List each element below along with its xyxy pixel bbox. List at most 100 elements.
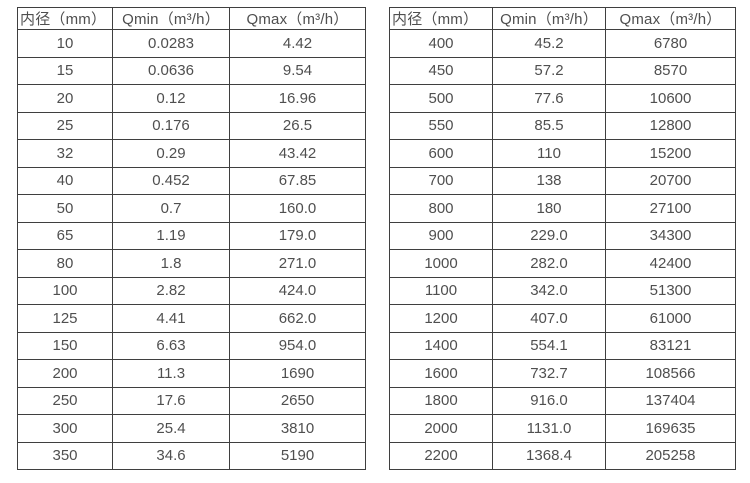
table-cell-diameter-mm: 32 [17,139,113,168]
table-row: 700 138 20700 [389,166,736,195]
table-cell-qmin-m3h: 732.7 [492,359,606,388]
table-cell-qmax-m3h: 271.0 [229,249,366,278]
table-cell-qmin-m3h: 916.0 [492,386,606,415]
column-header-qmin-m3h: Qmin（m³/h） [492,7,606,30]
table-cell-diameter-mm: 25 [17,111,113,140]
table-cell-qmax-m3h: 5190 [229,441,366,470]
table-row: 80 1.8 271.0 [17,249,366,278]
table-cell-qmax-m3h: 61000 [605,304,736,333]
table-cell-qmax-m3h: 27100 [605,194,736,223]
table-cell-qmin-m3h: 1368.4 [492,441,606,470]
table-cell-diameter-mm: 1400 [389,331,493,360]
table-row: 1000 282.0 42400 [389,249,736,278]
table-cell-diameter-mm: 1100 [389,276,493,305]
table-cell-diameter-mm: 2200 [389,441,493,470]
table-row: 1100 342.0 51300 [389,276,736,305]
table-cell-diameter-mm: 125 [17,304,113,333]
column-header-qmax-m3h: Qmax（m³/h） [229,7,366,30]
header-row: 内径（mm） Qmin（m³/h） Qmax（m³/h） [17,7,366,30]
flow-table-large-diameters: 内径（mm） Qmin（m³/h） Qmax（m³/h） 400 45.2 6780 450… [389,7,736,470]
table-cell-qmin-m3h: 45.2 [492,29,606,58]
table-row: 1800 916.0 137404 [389,386,736,415]
table-cell-qmax-m3h: 954.0 [229,331,366,360]
table-row: 450 57.2 8570 [389,56,736,85]
table-row: 2000 1131.0 169635 [389,414,736,443]
table-cell-diameter-mm: 2000 [389,414,493,443]
flow-table-small-diameters: 内径（mm） Qmin（m³/h） Qmax（m³/h） 10 0.0283 4.42 15… [17,7,366,470]
table-cell-qmax-m3h: 6780 [605,29,736,58]
table-cell-qmin-m3h: 85.5 [492,111,606,140]
table-cell-qmin-m3h: 0.7 [112,194,230,223]
table-cell-diameter-mm: 40 [17,166,113,195]
table-cell-diameter-mm: 550 [389,111,493,140]
table-cell-qmax-m3h: 1690 [229,359,366,388]
table-cell-qmax-m3h: 20700 [605,166,736,195]
table-cell-qmax-m3h: 2650 [229,386,366,415]
table-cell-diameter-mm: 300 [17,414,113,443]
table-cell-qmax-m3h: 169635 [605,414,736,443]
table-row: 1400 554.1 83121 [389,331,736,360]
table-cell-diameter-mm: 200 [17,359,113,388]
table-cell-qmin-m3h: 282.0 [492,249,606,278]
table-cell-diameter-mm: 1800 [389,386,493,415]
table-cell-qmax-m3h: 26.5 [229,111,366,140]
table-cell-qmax-m3h: 137404 [605,386,736,415]
table-cell-qmin-m3h: 11.3 [112,359,230,388]
table-cell-diameter-mm: 400 [389,29,493,58]
table-cell-qmax-m3h: 3810 [229,414,366,443]
table-cell-qmin-m3h: 0.452 [112,166,230,195]
table-cell-qmax-m3h: 15200 [605,139,736,168]
table-row: 600 110 15200 [389,139,736,168]
table-cell-qmax-m3h: 34300 [605,221,736,250]
table-row: 400 45.2 6780 [389,29,736,58]
table-cell-qmin-m3h: 554.1 [492,331,606,360]
table-row: 300 25.4 3810 [17,414,366,443]
table-row: 32 0.29 43.42 [17,139,366,168]
table-cell-qmin-m3h: 0.12 [112,84,230,113]
table-cell-qmax-m3h: 9.54 [229,56,366,85]
table-cell-qmax-m3h: 42400 [605,249,736,278]
table-cell-diameter-mm: 1000 [389,249,493,278]
table-cell-qmin-m3h: 342.0 [492,276,606,305]
table-cell-diameter-mm: 600 [389,139,493,168]
column-header-qmin-m3h: Qmin（m³/h） [112,7,230,30]
table-row: 150 6.63 954.0 [17,331,366,360]
table-cell-qmin-m3h: 407.0 [492,304,606,333]
table-row: 10 0.0283 4.42 [17,29,366,58]
header-row: 内径（mm） Qmin（m³/h） Qmax（m³/h） [389,7,736,30]
table-cell-qmin-m3h: 34.6 [112,441,230,470]
table-cell-qmax-m3h: 205258 [605,441,736,470]
table-cell-diameter-mm: 250 [17,386,113,415]
table-row: 500 77.6 10600 [389,84,736,113]
table-cell-qmin-m3h: 4.41 [112,304,230,333]
table-cell-diameter-mm: 100 [17,276,113,305]
table-row: 550 85.5 12800 [389,111,736,140]
table-cell-qmax-m3h: 4.42 [229,29,366,58]
table-cell-qmax-m3h: 662.0 [229,304,366,333]
table-cell-qmin-m3h: 2.82 [112,276,230,305]
table-cell-diameter-mm: 800 [389,194,493,223]
table-cell-qmin-m3h: 1.19 [112,221,230,250]
table-cell-qmin-m3h: 1.8 [112,249,230,278]
table-cell-diameter-mm: 700 [389,166,493,195]
table-cell-qmin-m3h: 229.0 [492,221,606,250]
table-row: 65 1.19 179.0 [17,221,366,250]
table-cell-diameter-mm: 50 [17,194,113,223]
table-cell-qmax-m3h: 160.0 [229,194,366,223]
table-cell-qmin-m3h: 57.2 [492,56,606,85]
table-cell-diameter-mm: 65 [17,221,113,250]
table-cell-qmin-m3h: 25.4 [112,414,230,443]
table-row: 250 17.6 2650 [17,386,366,415]
table-cell-qmax-m3h: 179.0 [229,221,366,250]
table-row: 800 180 27100 [389,194,736,223]
table-cell-diameter-mm: 350 [17,441,113,470]
table-cell-qmin-m3h: 0.0283 [112,29,230,58]
table-cell-qmax-m3h: 16.96 [229,84,366,113]
table-cell-diameter-mm: 500 [389,84,493,113]
table-cell-qmin-m3h: 0.176 [112,111,230,140]
table-row: 200 11.3 1690 [17,359,366,388]
table-cell-qmax-m3h: 51300 [605,276,736,305]
table-cell-qmin-m3h: 0.0636 [112,56,230,85]
table-row: 1200 407.0 61000 [389,304,736,333]
